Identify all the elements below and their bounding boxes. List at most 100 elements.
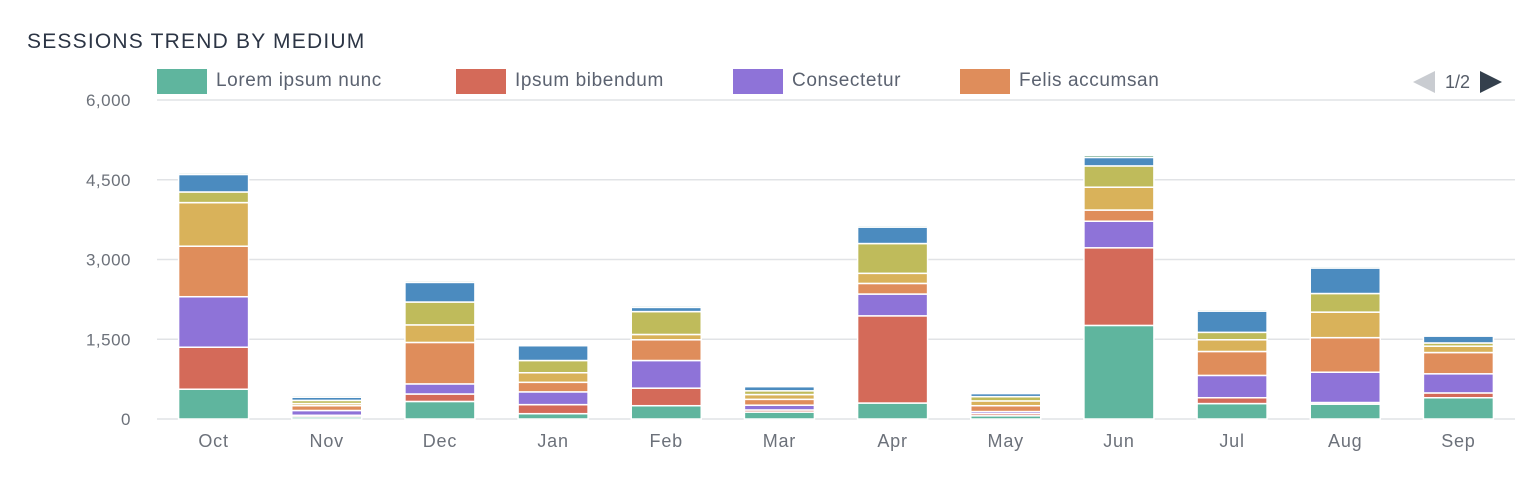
legend-label: Ipsum bibendum (515, 70, 664, 91)
bar-segment[interactable] (404, 393, 476, 403)
bar-segment[interactable] (177, 173, 250, 193)
bar-segment[interactable] (291, 394, 363, 398)
bar-segment[interactable] (856, 293, 929, 317)
bar-segment[interactable] (856, 282, 929, 295)
bar-segment[interactable] (1196, 396, 1268, 405)
bar-segment[interactable] (404, 301, 476, 326)
bar-segment[interactable] (1196, 374, 1268, 399)
bar-segment[interactable] (1309, 371, 1381, 404)
bar-segment[interactable] (1309, 265, 1381, 269)
bar-segment[interactable] (1083, 247, 1155, 327)
bar-segment[interactable] (177, 295, 250, 348)
bar-segment[interactable] (1083, 220, 1155, 249)
bar-stack-jul (1196, 308, 1268, 420)
bar-segment[interactable] (1083, 154, 1155, 159)
bar-segment[interactable] (630, 310, 702, 336)
bar-segment[interactable] (1083, 209, 1155, 222)
bar-segment[interactable] (1196, 339, 1268, 353)
bar-segment[interactable] (404, 280, 476, 284)
bar-segment[interactable] (630, 387, 702, 407)
legend-pager: 1/2 (1410, 70, 1505, 94)
bar-segment[interactable] (630, 359, 702, 389)
bar-segment[interactable] (856, 242, 929, 275)
bar-segment[interactable] (1309, 311, 1381, 339)
bar-segment[interactable] (517, 412, 589, 420)
bar-segment[interactable] (856, 315, 929, 404)
grid-layer (157, 99, 1515, 420)
legend-swatch (733, 68, 783, 94)
bar-segment[interactable] (1196, 331, 1268, 341)
legend-item-felis-accumsan[interactable]: Felis accumsan (960, 68, 1159, 94)
bar-segment[interactable] (743, 384, 816, 388)
bar-segment[interactable] (1309, 336, 1381, 373)
x-tick-label: Oct (198, 431, 228, 451)
y-tick-label: 1,500 (86, 330, 131, 349)
legend-item-ipsum-bibendum[interactable]: Ipsum bibendum (456, 68, 664, 94)
bar-segment[interactable] (177, 191, 250, 204)
bar-segment[interactable] (517, 344, 589, 362)
prev-page-icon[interactable] (1410, 70, 1438, 94)
bar-segment[interactable] (630, 305, 702, 309)
bar-segment[interactable] (1083, 165, 1155, 188)
bar-segment[interactable] (743, 411, 816, 420)
x-tick-label: Jul (1219, 431, 1244, 451)
bar-layer (177, 154, 1495, 420)
bar-segment[interactable] (1196, 308, 1268, 312)
bar-segment[interactable] (177, 346, 250, 390)
bar-segment[interactable] (1083, 156, 1155, 167)
legend-label: Consectetur (792, 70, 902, 91)
bar-segment[interactable] (1422, 351, 1495, 375)
bar-segment[interactable] (1422, 396, 1495, 420)
bar-stack-oct (177, 172, 250, 420)
bar-segment[interactable] (404, 383, 476, 395)
bar-segment[interactable] (1422, 345, 1495, 354)
bar-segment[interactable] (970, 391, 1042, 395)
bar-segment[interactable] (404, 341, 476, 385)
bar-segment[interactable] (404, 281, 476, 303)
bar-segment[interactable] (1196, 402, 1268, 420)
bar-segment[interactable] (630, 333, 702, 341)
x-tick-label: Jan (537, 431, 568, 451)
bar-segment[interactable] (1309, 292, 1381, 313)
bar-stack-jun (1083, 154, 1155, 420)
bar-segment[interactable] (856, 226, 929, 245)
bar-segment[interactable] (404, 324, 476, 344)
bar-segment[interactable] (177, 201, 250, 247)
bar-segment[interactable] (517, 391, 589, 406)
legend-swatch (456, 68, 506, 94)
bar-segment[interactable] (630, 404, 702, 420)
bar-segment[interactable] (630, 339, 702, 362)
y-axis: 0 1,500 3,000 4,500 6,000 (86, 91, 131, 429)
bar-segment[interactable] (177, 245, 250, 298)
bar-segment[interactable] (1083, 324, 1155, 420)
bar-segment[interactable] (1309, 403, 1381, 420)
next-page-icon[interactable] (1477, 70, 1505, 94)
pager-text: 1/2 (1445, 71, 1471, 92)
bar-segment[interactable] (517, 359, 589, 374)
legend-swatch (960, 68, 1010, 94)
bar-segment[interactable] (517, 403, 589, 415)
bar-segment[interactable] (404, 400, 476, 420)
bar-segment[interactable] (1083, 186, 1155, 211)
bar-stack-mar (743, 384, 816, 420)
bar-segment[interactable] (856, 402, 929, 420)
bar-segment[interactable] (743, 398, 816, 406)
legend-item-consectetur[interactable]: Consectetur (733, 68, 901, 94)
bar-stack-sep (1422, 334, 1495, 420)
bar-segment[interactable] (1422, 334, 1495, 337)
bar-segment[interactable] (517, 343, 589, 347)
bar-segment[interactable] (1422, 335, 1495, 344)
bar-stack-may (970, 391, 1042, 420)
bar-segment[interactable] (970, 404, 1042, 413)
bar-segment[interactable] (856, 272, 929, 285)
legend-item-lorem-ipsum-nunc[interactable]: Lorem ipsum nunc (157, 68, 382, 94)
bar-segment[interactable] (517, 371, 589, 384)
bar-segment[interactable] (1196, 310, 1268, 334)
bar-segment[interactable] (1422, 373, 1495, 394)
bar-segment[interactable] (1196, 350, 1268, 377)
bar-segment[interactable] (517, 381, 589, 393)
bar-segment[interactable] (856, 224, 929, 228)
bar-segment[interactable] (1309, 267, 1381, 295)
bar-segment[interactable] (177, 388, 250, 420)
bar-segment[interactable] (177, 172, 250, 176)
